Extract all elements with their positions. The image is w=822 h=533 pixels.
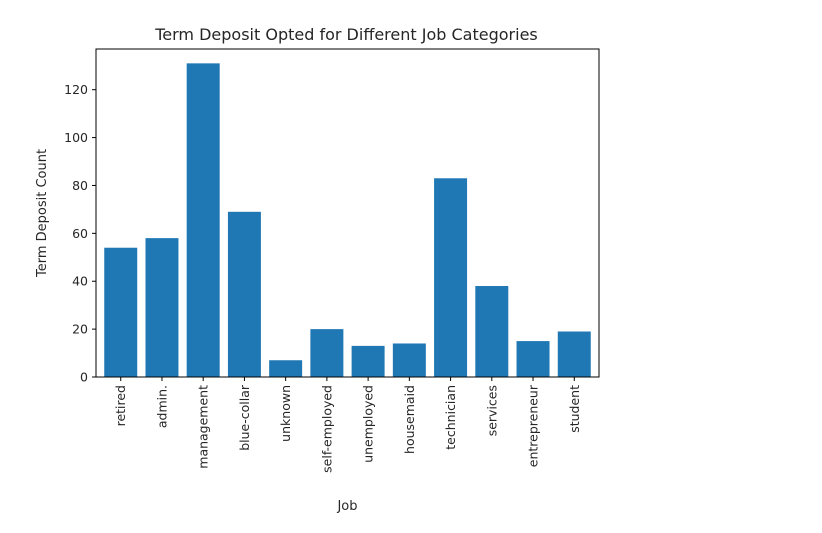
x-tick-label: retired [113, 385, 128, 426]
y-axis-label: Term Deposit Count [35, 149, 50, 278]
y-tick-label: 100 [64, 130, 88, 145]
x-tick-label: self-employed [319, 385, 334, 473]
bar-entrepreneur [516, 341, 550, 377]
bar-retired [104, 247, 138, 377]
bar-admin [145, 238, 179, 377]
bar-technician [434, 178, 468, 377]
plot-frame [95, 48, 600, 378]
y-tick-label: 120 [64, 82, 88, 97]
bar-management [186, 63, 220, 378]
y-tick-label: 0 [80, 370, 88, 385]
x-tick-label: admin. [154, 385, 169, 428]
bar-housemaid [392, 343, 426, 377]
bars-group [104, 63, 591, 378]
bar-unemployed [351, 345, 385, 377]
bar-services [475, 286, 509, 377]
x-tick-label: blue-collar [237, 384, 252, 451]
x-axis: retired admin. management blue-collar unknow… [113, 377, 582, 473]
x-tick-label: unknown [278, 385, 293, 442]
x-tick-label: services [484, 385, 499, 436]
bar-blue-collar [227, 211, 261, 377]
x-tick-label: technician [443, 385, 458, 450]
x-tick-label: management [196, 385, 211, 469]
y-tick-label: 60 [72, 226, 88, 241]
x-tick-label: entrepreneur [526, 384, 541, 467]
y-tick-label: 40 [72, 274, 88, 289]
bar-self-employed [310, 329, 344, 377]
y-tick-label: 20 [72, 322, 88, 337]
y-tick-label: 80 [72, 178, 88, 193]
x-axis-label: Job [336, 499, 357, 514]
chart-title: Term Deposit Opted for Different Job Cat… [154, 25, 538, 44]
bar-unknown [269, 360, 303, 377]
x-tick-label: housemaid [402, 385, 417, 454]
y-axis: 0 20 40 60 80 100 120 [64, 82, 96, 385]
x-tick-label: unemployed [361, 385, 376, 463]
bar-student [557, 331, 591, 377]
x-tick-label: student [567, 385, 582, 433]
